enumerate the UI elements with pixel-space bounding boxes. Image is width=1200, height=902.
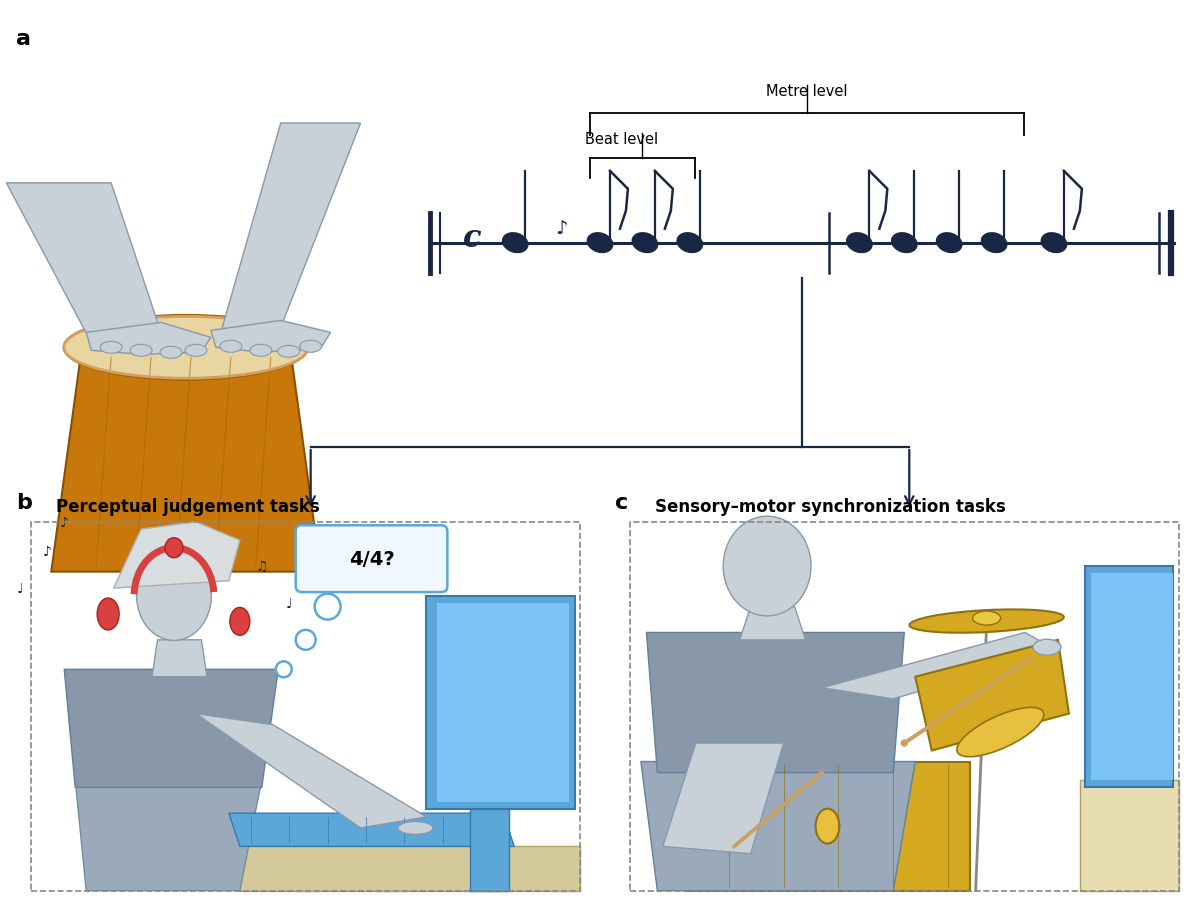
- Polygon shape: [1085, 566, 1174, 787]
- Text: ♫: ♫: [256, 559, 268, 574]
- Ellipse shape: [1033, 640, 1061, 656]
- Ellipse shape: [892, 234, 917, 253]
- Ellipse shape: [901, 741, 907, 746]
- Ellipse shape: [64, 316, 308, 381]
- Polygon shape: [86, 323, 211, 354]
- Polygon shape: [647, 632, 905, 773]
- Text: Beat level: Beat level: [586, 132, 658, 147]
- Ellipse shape: [97, 598, 119, 630]
- Circle shape: [295, 630, 316, 650]
- FancyBboxPatch shape: [295, 526, 448, 593]
- Text: ♪: ♪: [60, 515, 68, 529]
- Text: ♪: ♪: [43, 545, 53, 558]
- Polygon shape: [221, 124, 360, 333]
- Ellipse shape: [936, 234, 962, 253]
- Polygon shape: [229, 814, 514, 846]
- Ellipse shape: [724, 517, 811, 616]
- Text: ♪: ♪: [556, 219, 569, 238]
- Polygon shape: [52, 353, 320, 572]
- Ellipse shape: [973, 612, 1001, 625]
- Ellipse shape: [847, 234, 872, 253]
- Ellipse shape: [632, 234, 658, 253]
- Polygon shape: [152, 640, 206, 677]
- Ellipse shape: [503, 234, 528, 253]
- Ellipse shape: [956, 707, 1044, 757]
- Ellipse shape: [220, 341, 242, 353]
- Polygon shape: [916, 640, 1069, 750]
- Polygon shape: [426, 596, 575, 810]
- Text: Perceptual judgement tasks: Perceptual judgement tasks: [56, 497, 320, 515]
- Polygon shape: [1080, 780, 1178, 890]
- Ellipse shape: [300, 341, 322, 353]
- Polygon shape: [739, 607, 805, 640]
- Ellipse shape: [100, 342, 122, 354]
- Text: 4/4?: 4/4?: [349, 549, 395, 568]
- Polygon shape: [822, 632, 1058, 699]
- Ellipse shape: [677, 234, 702, 253]
- Text: c: c: [614, 492, 629, 512]
- Ellipse shape: [250, 345, 271, 357]
- Text: Sensory–motor synchronization tasks: Sensory–motor synchronization tasks: [655, 497, 1006, 515]
- Polygon shape: [6, 184, 161, 343]
- Ellipse shape: [166, 538, 182, 558]
- Polygon shape: [662, 743, 784, 854]
- Circle shape: [314, 594, 341, 620]
- Polygon shape: [76, 780, 262, 890]
- Text: a: a: [17, 29, 31, 50]
- Ellipse shape: [910, 610, 1064, 633]
- Ellipse shape: [816, 809, 839, 843]
- Polygon shape: [65, 669, 278, 787]
- Text: ♫: ♫: [300, 633, 312, 647]
- Ellipse shape: [137, 551, 211, 640]
- Text: ♩: ♩: [17, 582, 24, 595]
- Ellipse shape: [587, 234, 613, 253]
- Ellipse shape: [398, 822, 433, 834]
- Polygon shape: [437, 603, 569, 802]
- Ellipse shape: [982, 234, 1007, 253]
- Ellipse shape: [130, 345, 152, 357]
- Polygon shape: [114, 522, 240, 588]
- Ellipse shape: [230, 608, 250, 636]
- Text: b: b: [17, 492, 32, 512]
- Polygon shape: [211, 321, 331, 353]
- Text: ♩: ♩: [286, 596, 293, 611]
- Circle shape: [276, 661, 292, 677]
- Polygon shape: [196, 713, 426, 828]
- Ellipse shape: [1042, 234, 1067, 253]
- Polygon shape: [685, 761, 970, 890]
- Text: Metre level: Metre level: [767, 84, 847, 99]
- Ellipse shape: [277, 346, 300, 358]
- Polygon shape: [1091, 574, 1174, 780]
- Ellipse shape: [160, 347, 182, 359]
- Polygon shape: [470, 810, 509, 890]
- Text: c: c: [463, 223, 481, 253]
- Polygon shape: [240, 846, 580, 890]
- Polygon shape: [641, 761, 916, 890]
- Ellipse shape: [185, 345, 206, 357]
